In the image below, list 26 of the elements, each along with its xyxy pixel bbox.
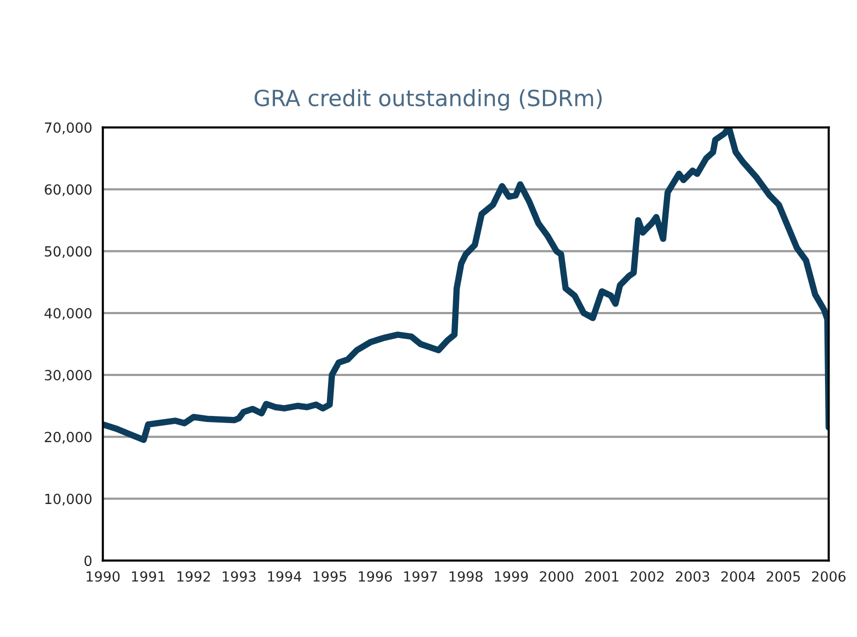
x-tick-label: 2003 xyxy=(676,571,710,582)
x-tick-label: 1998 xyxy=(450,571,482,582)
x-tick-label: 1992 xyxy=(177,571,210,582)
y-tick-label: 60,000 xyxy=(44,184,92,196)
x-tick-label: 2004 xyxy=(721,571,755,582)
x-tick-label: 1993 xyxy=(222,571,256,582)
y-tick-label: 40,000 xyxy=(44,308,92,320)
y-tick-label: 50,000 xyxy=(44,246,92,258)
x-tick-label: 2006 xyxy=(812,571,846,582)
x-tick-label: 1999 xyxy=(495,571,528,582)
x-tick-label: 1995 xyxy=(314,571,346,582)
x-tick-label: 2005 xyxy=(766,571,800,582)
y-tick-label: 10,000 xyxy=(45,494,92,506)
y-tick-label: 70,000 xyxy=(44,122,92,134)
x-tick-label: 1991 xyxy=(132,571,165,582)
y-tick-label: 30,000 xyxy=(44,370,92,382)
x-tick-label: 2000 xyxy=(540,571,574,582)
chart-title: GRA credit outstanding (SDRm) xyxy=(254,89,602,111)
x-tick-label: 1996 xyxy=(358,571,392,582)
x-tick-label: 1994 xyxy=(268,571,302,582)
x-tick-label: 2002 xyxy=(630,571,664,582)
y-tick-label: 20,000 xyxy=(44,432,92,444)
x-tick-label: 1997 xyxy=(404,571,437,582)
x-tick-label: 2001 xyxy=(585,571,618,582)
x-tick-label: 1990 xyxy=(86,571,120,582)
y-tick-label: 0 xyxy=(84,556,92,566)
